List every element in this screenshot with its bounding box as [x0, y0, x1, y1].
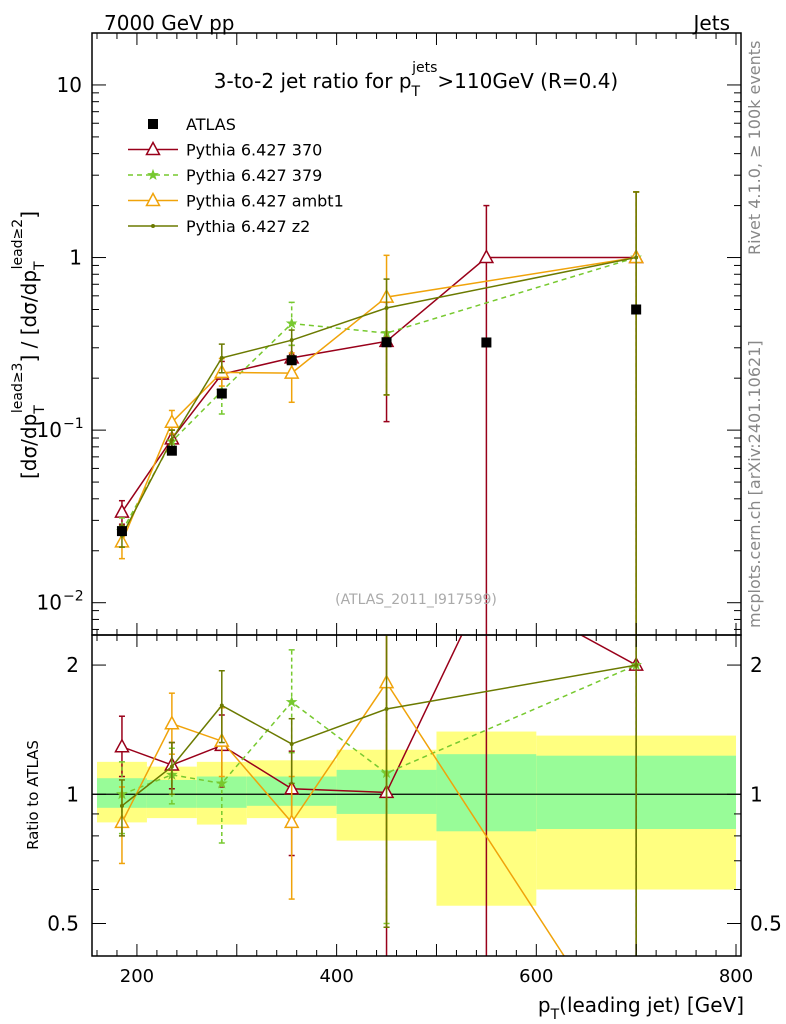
x-tick-label: 800 — [719, 966, 753, 987]
legend: ATLAS Pythia 6.427 370 Pythia 6.427 379 Pyt… — [128, 115, 344, 236]
marker — [215, 777, 228, 789]
mcplots-label: mcplots.cern.ch [arXiv:2401.10621] — [745, 340, 764, 628]
data-point — [286, 355, 297, 366]
marker — [289, 741, 294, 746]
marker — [169, 437, 174, 442]
marker — [283, 813, 300, 829]
legend-label: Pythia 6.427 z2 — [186, 217, 310, 236]
y-tick-label: 0.5 — [47, 911, 79, 935]
marker — [119, 803, 124, 808]
legend-marker — [148, 119, 158, 129]
marker — [145, 140, 161, 156]
series-4-ratio — [118, 635, 639, 956]
series-line — [121, 664, 637, 807]
x-tick-label: 200 — [120, 966, 154, 987]
series-line — [121, 681, 566, 956]
data-point — [166, 445, 177, 456]
y-tick-label: 10 — [57, 73, 82, 97]
legend-label: Pythia 6.427 379 — [186, 166, 322, 185]
ratio-panel: 200 400 600 800 0.5 0.5 1 1 2 2 — [47, 33, 782, 987]
marker — [114, 738, 130, 753]
header-right: Jets — [692, 11, 730, 35]
marker — [169, 764, 174, 769]
marker — [634, 255, 639, 260]
marker — [164, 413, 180, 429]
marker — [114, 503, 130, 518]
marker — [283, 364, 300, 379]
marker — [289, 338, 294, 343]
marker — [164, 715, 180, 730]
y-tick-exponent: −1 — [63, 416, 84, 432]
marker — [478, 248, 495, 264]
series-4-main — [118, 191, 640, 635]
y-tick-label: 10 — [37, 591, 62, 615]
x-axis-label: pT(leading jet) [GeV] — [538, 993, 744, 1023]
series-line — [121, 664, 637, 795]
y-tick-label: 10 — [37, 418, 62, 442]
data-point — [116, 526, 127, 537]
data-point — [631, 304, 642, 315]
y-axis-ratio: 0.5 0.5 1 1 2 2 — [47, 653, 782, 935]
y-axis-label-ratio: Ratio to ATLAS — [24, 740, 42, 850]
data-point — [481, 337, 492, 348]
series-line — [121, 256, 637, 536]
y-tick-label-right: 2 — [750, 653, 763, 677]
header-left: 7000 GeV pp — [104, 11, 235, 35]
legend-label: ATLAS — [186, 115, 236, 134]
marker — [285, 317, 298, 329]
series-line — [121, 256, 637, 543]
marker — [151, 224, 155, 228]
x-tick-label: 600 — [519, 966, 553, 987]
marker — [634, 663, 639, 668]
marker — [285, 695, 298, 708]
analysis-watermark: (ATLAS_2011_I917599) — [335, 592, 497, 608]
chart-title: 3-to-2 jet ratio for pTjets>110GeV (R=0.… — [214, 60, 618, 100]
ratio-bands — [96, 731, 737, 906]
y-tick-label-right: 1 — [750, 782, 763, 806]
marker — [219, 703, 224, 708]
y-axis-label-main: [dσ/dpTlead≥3] / [dσ/dpTlead≥2] — [10, 211, 48, 479]
x-axis: 200 400 600 800 — [96, 33, 753, 987]
x-tick-label: 400 — [319, 966, 353, 987]
marker — [147, 168, 159, 180]
y-tick-label: 1 — [66, 782, 79, 806]
data-point — [381, 337, 392, 348]
y-tick-label: 2 — [66, 653, 79, 677]
atlas-data — [116, 304, 642, 537]
marker — [145, 191, 161, 207]
y-tick-label-right: 0.5 — [750, 911, 782, 935]
legend-label: Pythia 6.427 ambt1 — [186, 192, 344, 211]
y-tick-exponent: −2 — [63, 589, 84, 605]
marker — [384, 707, 389, 712]
marker — [384, 306, 389, 311]
marker — [219, 355, 224, 360]
rivet-label: Rivet 4.1.0, ≥ 100k events — [745, 41, 764, 255]
data-point — [216, 388, 227, 399]
legend-label: Pythia 6.427 370 — [186, 141, 322, 160]
y-tick-label: 1 — [69, 246, 82, 270]
series-line — [121, 256, 637, 513]
